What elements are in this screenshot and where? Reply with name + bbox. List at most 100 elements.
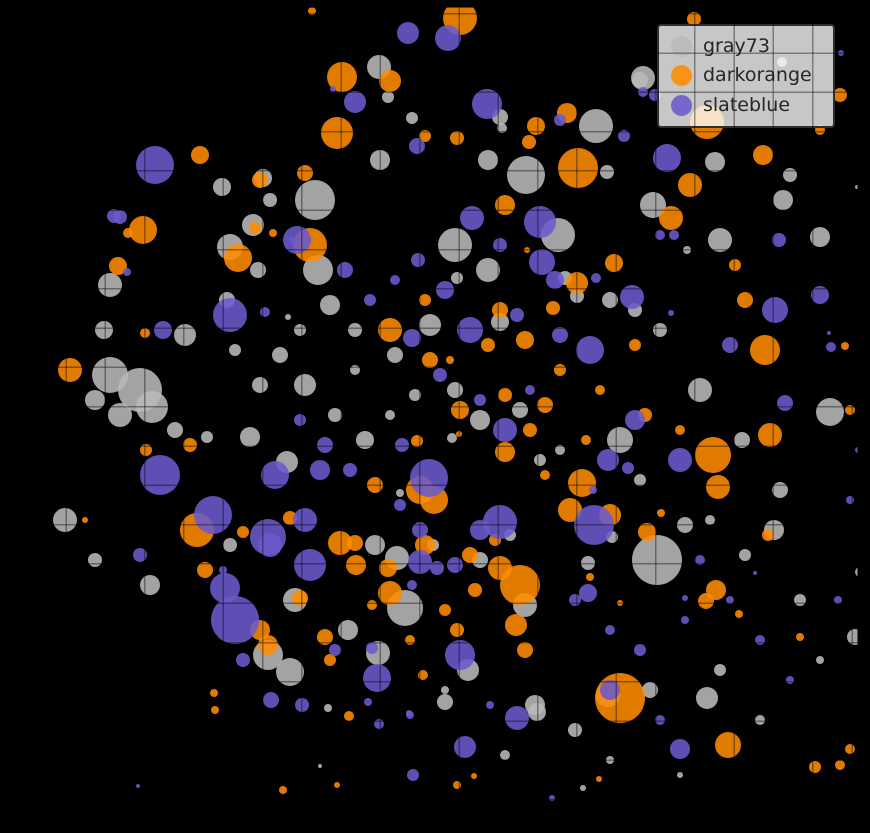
scatter-point-darkorange (678, 173, 702, 197)
scatter-point-darkorange (324, 654, 336, 666)
scatter-point-slateblue (470, 520, 490, 540)
scatter-point-gray73 (365, 535, 385, 555)
scatter-point-slateblue (605, 625, 615, 635)
legend-label-darkorange: darkorange (703, 64, 812, 87)
scatter-point-slateblue (549, 795, 555, 801)
scatter-point-darkorange (191, 146, 209, 164)
scatter-point-slateblue (260, 307, 270, 317)
scatter-point-darkorange (249, 222, 261, 234)
scatter-point-slateblue (695, 555, 705, 565)
scatter-point-slateblue (211, 596, 259, 644)
scatter-point-darkorange (495, 195, 515, 215)
scatter-point-gray73 (348, 323, 362, 337)
scatter-point-darkorange (523, 423, 537, 437)
scatter-point-darkorange (815, 125, 825, 135)
scatter-point-slateblue (394, 499, 406, 511)
scatter-point-darkorange (317, 629, 333, 645)
scatter-point-slateblue (403, 329, 421, 347)
scatter-point-gray73 (579, 109, 613, 143)
scatter-point-darkorange (58, 358, 82, 382)
scatter-point-darkorange (750, 335, 780, 365)
scatter-point-gray73 (272, 347, 288, 363)
scatter-point-gray73 (581, 556, 595, 570)
scatter-point-darkorange (471, 773, 477, 779)
scatter-point-gray73 (705, 152, 725, 172)
scatter-point-darkorange (224, 244, 252, 272)
scatter-point-darkorange (456, 431, 462, 437)
scatter-point-slateblue (834, 596, 842, 604)
scatter-point-gray73 (328, 408, 342, 422)
scatter-point-gray73 (602, 292, 618, 308)
scatter-point-gray73 (108, 403, 132, 427)
scatter-point-darkorange (500, 565, 540, 605)
scatter-point-gray73 (250, 262, 266, 278)
scatter-point-darkorange (418, 670, 428, 680)
legend-label-slateblue: slateblue (703, 93, 791, 116)
scatter-point-slateblue (411, 253, 425, 267)
scatter-point-slateblue (261, 461, 289, 489)
scatter-point-gray73 (294, 374, 316, 396)
scatter-point-darkorange (841, 342, 849, 350)
scatter-point-slateblue (826, 342, 836, 352)
scatter-point-slateblue (454, 736, 476, 758)
scatter-point-gray73 (653, 323, 667, 337)
scatter-point-gray73 (88, 553, 102, 567)
scatter-point-gray73 (773, 190, 793, 210)
scatter-point-slateblue (364, 294, 376, 306)
scatter-point-darkorange (82, 517, 88, 523)
scatter-point-gray73 (855, 567, 858, 577)
scatter-point-slateblue (505, 706, 529, 730)
scatter-point-slateblue (410, 459, 448, 497)
scatter-point-darkorange (197, 562, 213, 578)
scatter-point-darkorange (596, 776, 602, 782)
scatter-point-slateblue (294, 549, 326, 581)
scatter-point-darkorange (517, 642, 533, 658)
scatter-point-slateblue (133, 548, 147, 562)
scatter-point-slateblue (625, 410, 645, 430)
legend: gray73 darkorange slateblue (657, 24, 835, 128)
scatter-point-slateblue (753, 571, 757, 575)
scatter-point-darkorange (617, 600, 623, 606)
scatter-point-gray73 (500, 750, 510, 760)
scatter-point-darkorange (252, 172, 268, 188)
scatter-point-slateblue (668, 448, 692, 472)
scatter-point-darkorange (468, 583, 482, 597)
scatter-point-darkorange (279, 786, 287, 794)
scatter-point-darkorange (481, 338, 495, 352)
scatter-point-slateblue (524, 206, 556, 238)
scatter-point-darkorange (439, 604, 451, 616)
scatter-point-slateblue (154, 321, 172, 339)
scatter-point-darkorange (833, 88, 847, 102)
scatter-point-gray73 (370, 150, 390, 170)
scatter-point-gray73 (382, 91, 394, 103)
scatter-point-darkorange (729, 259, 741, 271)
scatter-point-darkorange (498, 388, 512, 402)
scatter-point-gray73 (437, 694, 453, 710)
scatter-point-darkorange (211, 706, 219, 714)
scatter-point-darkorange (586, 573, 594, 581)
scatter-point-gray73 (451, 272, 463, 284)
scatter-point-darkorange (321, 117, 353, 149)
scatter-point-gray73 (240, 427, 260, 447)
scatter-point-slateblue (194, 496, 232, 534)
scatter-point-darkorange (638, 523, 656, 541)
scatter-point-gray73 (772, 482, 788, 498)
slateblue-marker-icon (671, 94, 692, 116)
scatter-point-gray73 (476, 258, 500, 282)
scatter-point-slateblue (474, 394, 486, 406)
scatter-point-gray73 (568, 723, 582, 737)
scatter-point-slateblue (436, 281, 454, 299)
legend-label-gray73: gray73 (703, 35, 770, 58)
scatter-point-gray73 (98, 273, 122, 297)
scatter-point-slateblue (113, 210, 127, 224)
scatter-point-darkorange (675, 425, 685, 435)
scatter-point-darkorange (858, 291, 866, 299)
scatter-point-slateblue (576, 336, 604, 364)
scatter-point-slateblue (445, 640, 475, 670)
scatter-point-gray73 (580, 785, 586, 791)
scatter-point-slateblue (407, 580, 417, 590)
scatter-point-slateblue (655, 715, 665, 725)
scatter-point-darkorange (123, 228, 133, 238)
scatter-point-slateblue (407, 769, 419, 781)
